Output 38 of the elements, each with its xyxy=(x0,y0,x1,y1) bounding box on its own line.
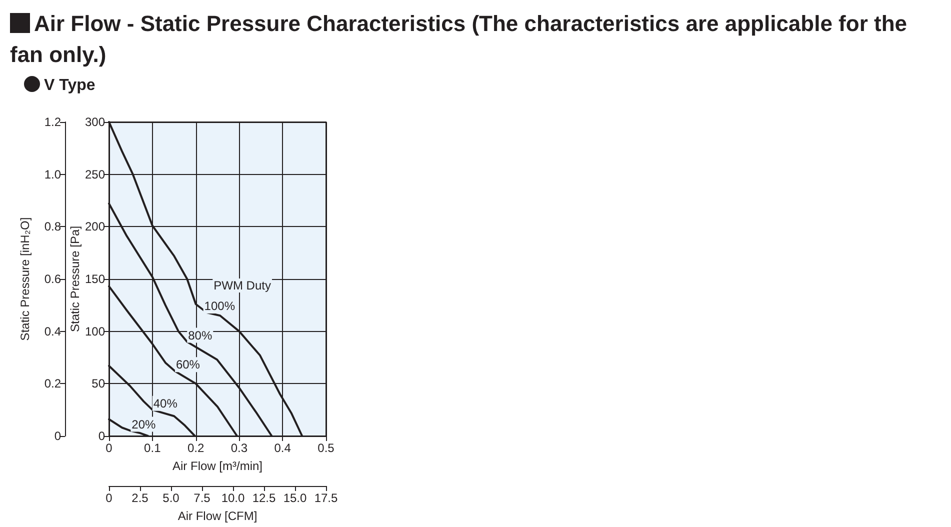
y2-tick-label: 0.4 xyxy=(44,324,62,338)
y2-tick-label: 0 xyxy=(54,429,62,443)
x2-tick-label: 12.5 xyxy=(252,491,276,505)
y2-tick-label: 0.6 xyxy=(44,272,62,286)
x-axis-title: Air Flow [m³/min] xyxy=(172,459,262,473)
x2-tick-label: 5.0 xyxy=(162,491,180,505)
y2-tick-label: 1.2 xyxy=(44,115,62,129)
series-label: 40% xyxy=(153,396,178,410)
series-label: 20% xyxy=(132,417,156,432)
x2-tick-label: 7.5 xyxy=(194,491,211,505)
y2-tick-label: 0.8 xyxy=(44,220,62,234)
y-axis-title: Static Pressure [Pa] xyxy=(68,226,82,332)
y-tick-label: 200 xyxy=(84,220,106,234)
y2-axis-title: Static Pressure [inH₂O] xyxy=(18,217,32,341)
x-tick-label: 0.3 xyxy=(230,441,248,455)
x2-tick-label: 15.0 xyxy=(283,491,307,505)
chart-subtitle: V Type xyxy=(44,77,96,94)
series-label: 80% xyxy=(188,328,212,342)
y-tick-label: 250 xyxy=(84,167,106,182)
series-label: 60% xyxy=(176,358,200,372)
y-tick-label: 300 xyxy=(84,115,106,129)
legend-title: PWM Duty xyxy=(214,278,271,292)
x-tick-label: 0.1 xyxy=(144,441,162,455)
x-tick-label: 0.2 xyxy=(187,441,204,455)
x-tick-label: 0.5 xyxy=(318,441,335,455)
x2-tick-label: 17.5 xyxy=(314,491,338,505)
y2-tick-label: 1.0 xyxy=(44,167,62,182)
x2-tick-label: 2.5 xyxy=(132,491,149,505)
y-tick-label: 100 xyxy=(84,324,106,338)
y-tick-label: 0 xyxy=(98,429,106,443)
y-tick-label: 150 xyxy=(84,272,106,286)
x2-tick-label: 10.0 xyxy=(221,491,245,505)
series-label: 100% xyxy=(204,298,236,313)
y-tick-label: 50 xyxy=(92,376,106,391)
y2-tick-label: 0.2 xyxy=(44,376,62,391)
x-tick-label: 0.4 xyxy=(274,441,292,455)
x2-axis-title: Air Flow [CFM] xyxy=(178,509,258,523)
text: Air Flow - Static Pressure Characteristics (The characteristics are applicable for the fan only.) xyxy=(10,11,907,67)
